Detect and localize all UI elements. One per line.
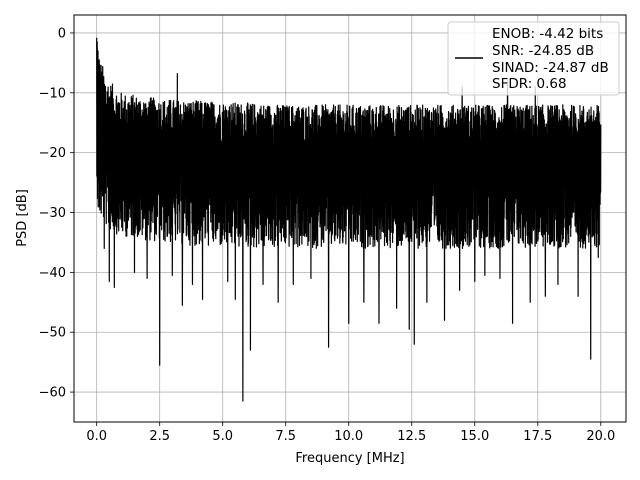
x-tick-label: 0.0 xyxy=(86,429,107,444)
psd-series-line xyxy=(96,37,602,402)
y-axis: 0 −10 −20 −30 −40 −50 −60 xyxy=(39,26,74,401)
legend-snr: SNR: -24.85 dB xyxy=(492,43,594,59)
axes-frame xyxy=(73,14,627,423)
legend: ENOB: -4.42 bits SNR: -24.85 dB SINAD: -… xyxy=(447,21,620,96)
legend-sfdr: SFDR: 0.68 xyxy=(492,76,567,92)
x-tick-label: 17.5 xyxy=(523,429,552,444)
plot-area xyxy=(96,37,602,402)
legend-enob: ENOB: -4.42 bits xyxy=(492,26,603,42)
y-tick-label: 0 xyxy=(58,26,66,41)
x-axis-label: Frequency [MHz] xyxy=(295,451,404,466)
x-tick-label: 2.5 xyxy=(149,429,170,444)
y-tick-label: −50 xyxy=(39,326,66,341)
x-tick-label: 5.0 xyxy=(212,429,233,444)
y-tick-label: −20 xyxy=(39,146,66,161)
x-tick-label: 15.0 xyxy=(460,429,489,444)
x-tick-label: 20.0 xyxy=(586,429,615,444)
x-axis: 0.0 2.5 5.0 7.5 10.0 12.5 15.0 17.5 20.0 xyxy=(86,422,615,444)
x-tick-label: 12.5 xyxy=(397,429,426,444)
legend-sinad: SINAD: -24.87 dB xyxy=(492,60,609,76)
x-tick-label: 10.0 xyxy=(334,429,363,444)
y-tick-label: −30 xyxy=(39,206,66,221)
legend-box xyxy=(447,21,620,96)
x-tick-label: 7.5 xyxy=(275,429,296,444)
y-axis-label: PSD [dB] xyxy=(15,189,30,247)
y-tick-label: −10 xyxy=(39,86,66,101)
y-tick-label: −40 xyxy=(39,266,66,281)
y-tick-label: −60 xyxy=(39,386,66,401)
